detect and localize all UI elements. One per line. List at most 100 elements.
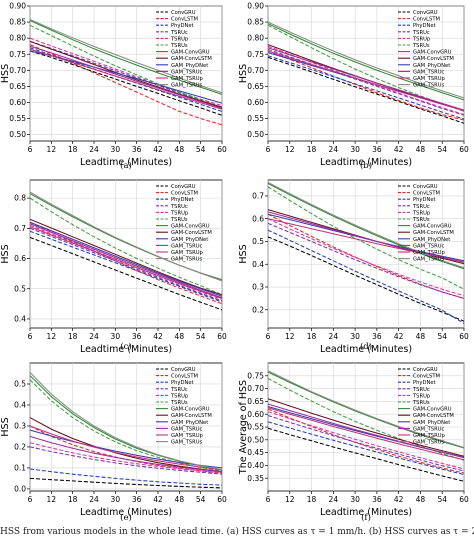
x-tick-label: 36 [132,332,142,341]
chart-panel-3: 6 12 18 24 30 36 42 48 54 60 0.4 0.5 0.6 0.7 0.8 ConvGR… [0,179,227,355]
x-tick-label: 60 [459,332,469,341]
y-tick-label: 0.3 [252,283,264,292]
legend-label: ConvLSTM [413,374,440,380]
x-tick-label: 54 [437,495,447,504]
x-tick-label: 24 [89,145,99,154]
x-tick-label: 30 [111,495,121,504]
x-tick-label: 36 [372,495,382,504]
x-tick-label: 42 [394,332,404,341]
legend-label: TSRUs [170,217,188,223]
legend-label: GAM-ConvLSTM [413,230,454,236]
figure-caption: HSS from various models in the whole lea… [0,527,474,537]
chart-panel-6: 6 12 18 24 30 36 42 48 54 60 0.35 0.40 0.45 0.50 0.55 0… [238,362,469,523]
legend-label: TSRUc [412,204,430,210]
series-line-tsruc [267,222,465,299]
legend-label: GAM_TSRUs [171,257,203,263]
series-line-gam-phydnet [29,50,223,104]
x-tick-label: 42 [394,495,404,504]
legend-label: TSRUs [170,400,188,406]
legend-label: GAM_TSRUp [171,433,204,439]
x-tick-label: 6 [28,332,33,341]
x-tick-label: 54 [437,145,447,154]
legend-label: PhyDNet [413,380,436,386]
legend-label: ConvLSTM [171,17,198,23]
legend-label: GAM_PhyDNet [413,63,450,69]
x-tick-label: 60 [217,145,227,154]
x-tick-label: 30 [350,145,360,154]
y-tick-label: 0.5 [14,380,26,389]
legend-label: TSRUs [412,217,430,223]
legend-label: GAM_TSRUc [413,243,445,249]
legend-label: GAM_TSRUc [413,69,445,75]
legend-label: GAM_PhyDNet [413,420,450,426]
series-line-tsrus [29,197,223,296]
legend-label: ConvGRU [413,367,438,373]
series-line-gam-tsrus [267,370,465,449]
legend-label: ConvGRU [171,10,196,16]
legend-label: PhyDNet [413,23,436,29]
legend-label: GAM_TSRUs [171,440,203,446]
series-line-gam-convgru [29,20,223,95]
x-axis-label: Leadtime (Minutes) [320,157,412,168]
series-line-phydnet [29,468,223,486]
legend: ConvGRUConvLSTMPhyDNetTSRUcTSRUpTSRUsGAM… [156,10,212,89]
legend-label: TSRUs [412,400,430,406]
x-tick-label: 48 [175,145,185,154]
legend: ConvGRUConvLSTMPhyDNetTSRUcTSRUpTSRUsGAM… [398,367,454,446]
x-tick-label: 36 [132,145,142,154]
x-tick-label: 60 [459,495,469,504]
y-tick-label: 0.0 [14,485,26,494]
y-tick-label: 0.90 [9,2,26,11]
panel-label: (b) [360,160,372,171]
y-axis-label: HSS [0,64,11,83]
x-tick-label: 12 [285,145,295,154]
series-line-tsrus [267,24,465,112]
series-line-tsrus [267,186,465,290]
x-tick-label: 42 [153,145,163,154]
x-tick-label: 18 [307,495,317,504]
legend-label: TSRUp [170,36,189,42]
x-tick-label: 24 [329,495,339,504]
legend-label: GAM_TSRUs [413,440,445,446]
chart-panel-5: 6 12 18 24 30 36 42 48 54 60 0.0 0.1 0.2 0.3 0.4 0.5 Con… [0,362,227,523]
series-line-gam-tsrus [29,191,223,282]
x-axis-label: Leadtime (Minutes) [320,507,412,518]
x-tick-label: 42 [153,495,163,504]
y-tick-label: 0.65 [9,82,26,91]
x-tick-label: 48 [416,495,426,504]
y-tick-label: 0.7 [252,192,264,201]
y-tick-label: 0.75 [247,371,264,380]
legend-label: TSRUp [412,36,431,42]
series-line-tsrup [267,411,465,470]
x-tick-label: 54 [196,332,206,341]
x-tick-label: 42 [394,145,404,154]
series-line-convlstm [29,44,223,126]
legend-label: TSRUp [170,393,189,399]
series-line-convlstm [267,50,465,121]
y-tick-label: 0.60 [247,410,264,419]
legend-label: ConvGRU [413,184,438,190]
legend-label: GAM_TSRUs [413,257,445,263]
chart-panel-4: 6 12 18 24 30 36 42 48 54 60 0.2 0.3 0.4 0.5 0.6 0.7 Con… [238,179,469,355]
series-line-convgru [29,50,223,116]
x-tick-label: 18 [68,332,78,341]
legend-label: GAM_PhyDNet [413,237,450,243]
series-line-gam-tsruc [267,47,465,111]
legend-label: GAM-ConvLSTM [413,56,454,62]
y-tick-label: 0.4 [252,260,264,269]
x-tick-label: 54 [196,495,206,504]
y-tick-label: 0.8 [14,194,26,203]
series-line-tsruc [267,414,465,472]
series-line-convgru [267,56,465,124]
x-tick-label: 36 [132,495,142,504]
legend-label: GAM-ConvLSTM [413,413,454,419]
x-tick-label: 60 [217,495,227,504]
legend-label: GAM_TSRUp [413,433,446,439]
x-tick-label: 48 [416,332,426,341]
series-line-gam-phydnet [29,429,223,469]
y-tick-label: 0.5 [14,284,26,293]
series-line-gam-phydnet [29,221,223,297]
legend-label: ConvLSTM [171,191,198,197]
series-line-convlstm [29,221,223,305]
series-line-convgru [29,477,223,489]
